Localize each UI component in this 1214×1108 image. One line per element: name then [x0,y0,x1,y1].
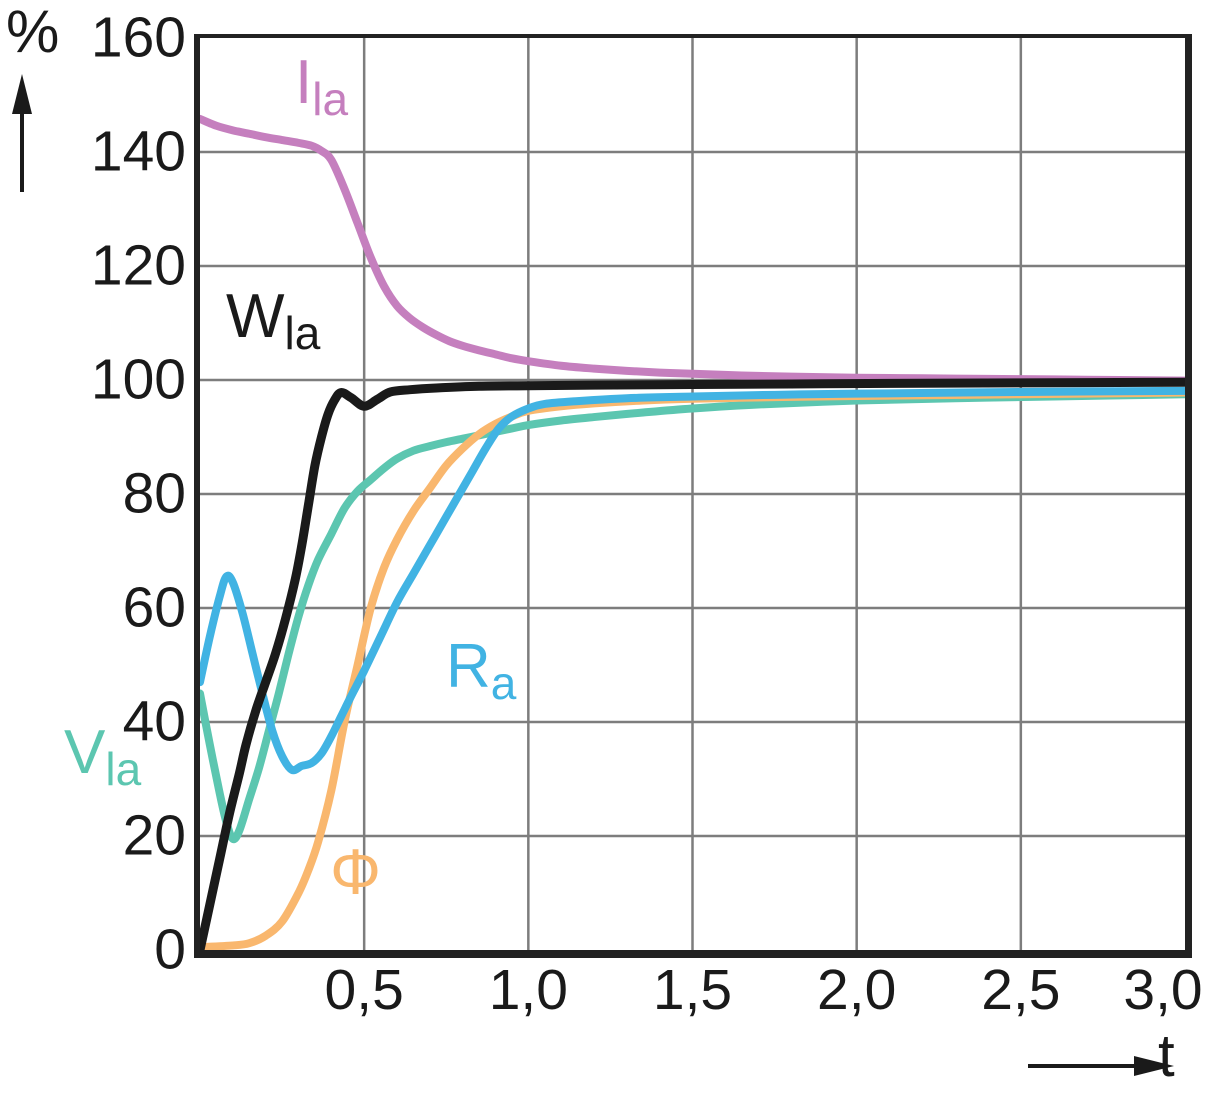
y-tick-20: 20 [122,803,186,868]
curve-label-phi: Φ [330,836,382,908]
x-axis-arrowhead-icon [1134,1056,1174,1076]
y-tick-140: 140 [90,119,186,184]
y-tick-120: 120 [90,233,186,298]
curve-label-ila: Ila [295,48,349,125]
x-tick-1,0: 1,0 [488,958,568,1022]
y-axis-arrow-icon [20,100,24,192]
x-tick-2,5: 2,5 [981,958,1061,1022]
curve-Vla [200,390,1185,844]
y-axis-tick-labels: 0 20 40 60 80 100 120 140 160 [20,9,186,978]
x-axis-label: t [1158,1022,1175,1089]
y-tick-40: 40 [122,689,186,754]
y-axis-unit-label: % [6,0,60,65]
y-tick-160: 160 [90,5,186,70]
x-tick-0,5: 0,5 [324,958,404,1022]
x-axis-arrow-icon [1028,1064,1138,1068]
x-axis-tick-labels: 0,5 1,0 1,5 2,0 2,5 3,0 [200,0,1203,1108]
curve-Ila [200,114,1185,385]
curve-Wla [200,377,1185,950]
curve-Ra [200,386,1185,775]
plot-svg [200,38,1185,950]
y-axis-arrowhead-icon [12,74,32,114]
curve-label-wla: Wla [226,282,321,359]
y-tick-100: 100 [90,347,186,412]
x-tick-2,0: 2,0 [817,958,897,1022]
y-tick-60: 60 [122,575,186,640]
curve-label-vla: Vla [64,718,142,795]
x-tick-1,5: 1,5 [652,958,733,1022]
y-tick-80: 80 [122,461,186,526]
x-tick-3,0: 3,0 [1123,958,1203,1022]
curve-label-ra: Ra [446,632,517,709]
plot-area [194,34,1192,958]
y-tick-0: 0 [154,917,186,982]
